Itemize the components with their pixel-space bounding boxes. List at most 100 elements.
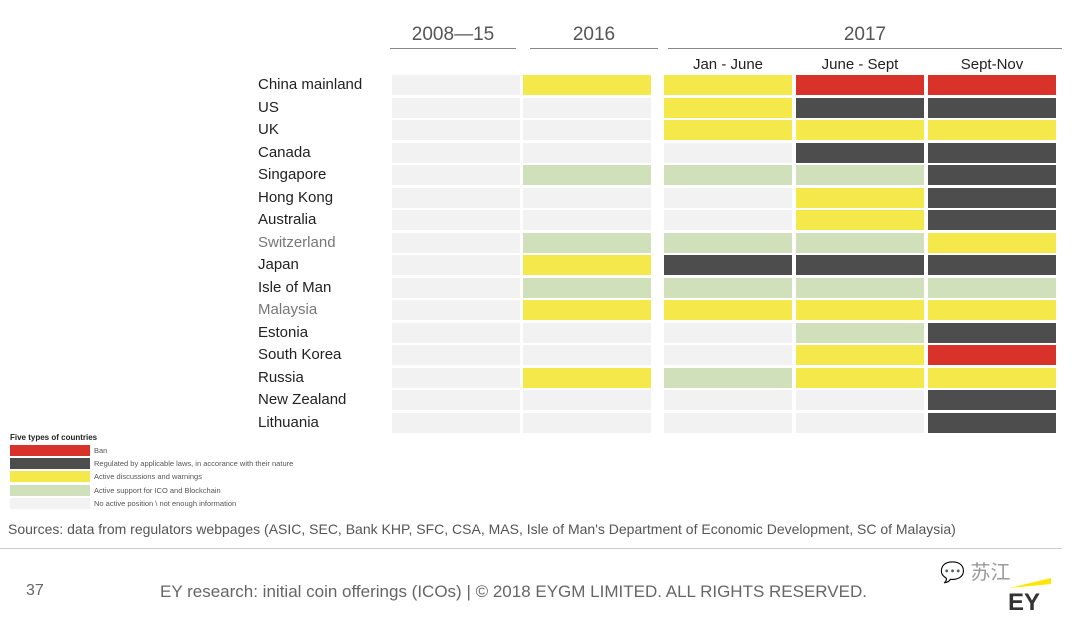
status-cell-japan-jan-june <box>664 255 792 275</box>
status-cell-uk-jan-june <box>664 120 792 140</box>
status-cell-us-2008-15 <box>392 97 520 118</box>
status-cell-hong-kong-jan-june <box>664 187 792 208</box>
status-cell-lithuania-jan-june <box>664 412 792 433</box>
period-header-2008-15: 2008—15 <box>411 24 495 45</box>
page-number: 37 <box>26 582 44 599</box>
status-cell-australia-june-sept <box>796 210 924 230</box>
legend-label-warnings: Active discussions and warnings <box>94 472 202 482</box>
status-cell-russia-2016 <box>523 367 651 388</box>
status-cell-switzerland-2016 <box>523 232 651 253</box>
wechat-icon: 💬 <box>940 562 965 584</box>
country-label-australia: Australia <box>258 211 317 228</box>
status-cell-estonia-sept-nov <box>928 322 1056 343</box>
country-label-estonia: Estonia <box>258 323 309 341</box>
country-label-us: US <box>258 98 279 116</box>
status-cell-uk-2008-15 <box>392 120 520 140</box>
country-label-new-zealand: New Zealand <box>258 391 347 408</box>
country-label-singapore: Singapore <box>258 166 327 183</box>
subperiod-header-sept-nov: Sept-Nov <box>960 56 1024 73</box>
status-cell-russia-june-sept <box>796 367 924 388</box>
status-cell-switzerland-sept-nov <box>928 232 1056 253</box>
period-header-2017-rule <box>668 48 1062 49</box>
period-header-2016: 2016 <box>572 24 616 45</box>
status-cell-estonia-2008-15 <box>392 322 520 343</box>
status-cell-malaysia-2016 <box>523 300 651 320</box>
status-cell-russia-2008-15 <box>392 367 520 388</box>
status-cell-china-mainland-2016 <box>523 75 651 95</box>
status-cell-switzerland-2008-15 <box>392 232 520 253</box>
status-cell-lithuania-2016 <box>523 412 651 433</box>
status-cell-isle-of-man-2008-15 <box>392 277 520 298</box>
legend-label-support: Active support for ICO and Blockchain <box>94 485 221 495</box>
status-cell-malaysia-june-sept <box>796 300 924 320</box>
legend-swatch-regulated <box>10 458 90 470</box>
status-cell-new-zealand-2016 <box>523 390 651 410</box>
status-cell-singapore-2008-15 <box>392 165 520 185</box>
status-cell-south-korea-jan-june <box>664 345 792 365</box>
status-cell-south-korea-sept-nov <box>928 345 1056 365</box>
status-cell-estonia-june-sept <box>796 322 924 343</box>
status-cell-estonia-2016 <box>523 322 651 343</box>
status-cell-isle-of-man-2016 <box>523 277 651 298</box>
country-label-canada: Canada <box>258 143 311 161</box>
subperiod-header-june-sept: June - Sept <box>821 56 899 73</box>
status-cell-isle-of-man-june-sept <box>796 277 924 298</box>
status-cell-lithuania-2008-15 <box>392 412 520 433</box>
status-cell-switzerland-jan-june <box>664 232 792 253</box>
status-cell-japan-june-sept <box>796 255 924 275</box>
status-cell-singapore-2016 <box>523 165 651 185</box>
country-label-russia: Russia <box>258 368 304 386</box>
status-cell-estonia-jan-june <box>664 322 792 343</box>
status-cell-malaysia-jan-june <box>664 300 792 320</box>
status-cell-australia-sept-nov <box>928 210 1056 230</box>
status-cell-canada-sept-nov <box>928 142 1056 163</box>
status-cell-uk-sept-nov <box>928 120 1056 140</box>
status-cell-japan-2016 <box>523 255 651 275</box>
period-header-2017: 2017 <box>843 24 887 45</box>
status-cell-china-mainland-2008-15 <box>392 75 520 95</box>
status-cell-canada-2016 <box>523 142 651 163</box>
status-cell-lithuania-june-sept <box>796 412 924 433</box>
status-cell-japan-2008-15 <box>392 255 520 275</box>
status-cell-singapore-june-sept <box>796 165 924 185</box>
status-cell-singapore-jan-june <box>664 165 792 185</box>
status-cell-russia-sept-nov <box>928 367 1056 388</box>
status-cell-malaysia-2008-15 <box>392 300 520 320</box>
legend-swatch-support <box>10 484 90 496</box>
status-cell-us-jan-june <box>664 97 792 118</box>
status-cell-new-zealand-jan-june <box>664 390 792 410</box>
status-cell-malaysia-sept-nov <box>928 300 1056 320</box>
country-label-lithuania: Lithuania <box>258 413 319 431</box>
status-cell-russia-jan-june <box>664 367 792 388</box>
status-cell-hong-kong-june-sept <box>796 187 924 208</box>
legend-swatch-ban <box>10 445 90 456</box>
status-cell-lithuania-sept-nov <box>928 412 1056 433</box>
status-cell-south-korea-june-sept <box>796 345 924 365</box>
country-label-hong-kong: Hong Kong <box>258 188 334 206</box>
status-cell-uk-2016 <box>523 120 651 140</box>
country-label-malaysia: Malaysia <box>258 301 318 318</box>
ey-logo: EY <box>1008 578 1051 612</box>
footer-text: EY research: initial coin offerings (ICO… <box>160 582 867 601</box>
status-cell-australia-jan-june <box>664 210 792 230</box>
country-label-uk: UK <box>258 121 279 138</box>
legend-label-none: No active position \ not enough informat… <box>94 498 237 508</box>
status-cell-canada-jan-june <box>664 142 792 163</box>
status-cell-canada-2008-15 <box>392 142 520 163</box>
status-cell-australia-2016 <box>523 210 651 230</box>
status-cell-japan-sept-nov <box>928 255 1056 275</box>
status-cell-hong-kong-2008-15 <box>392 187 520 208</box>
status-cell-china-mainland-jan-june <box>664 75 792 95</box>
status-cell-uk-june-sept <box>796 120 924 140</box>
legend-swatch-warnings <box>10 471 90 483</box>
country-label-south-korea: South Korea <box>258 346 342 363</box>
ey-logo-beam <box>1009 578 1051 588</box>
country-label-isle-of-man: Isle of Man <box>258 278 332 296</box>
legend-title: Five types of countries <box>10 433 98 442</box>
status-cell-china-mainland-june-sept <box>796 75 924 95</box>
status-cell-canada-june-sept <box>796 142 924 163</box>
status-cell-us-2016 <box>523 97 651 118</box>
status-cell-new-zealand-june-sept <box>796 390 924 410</box>
status-cell-us-sept-nov <box>928 97 1056 118</box>
status-cell-hong-kong-sept-nov <box>928 187 1056 208</box>
